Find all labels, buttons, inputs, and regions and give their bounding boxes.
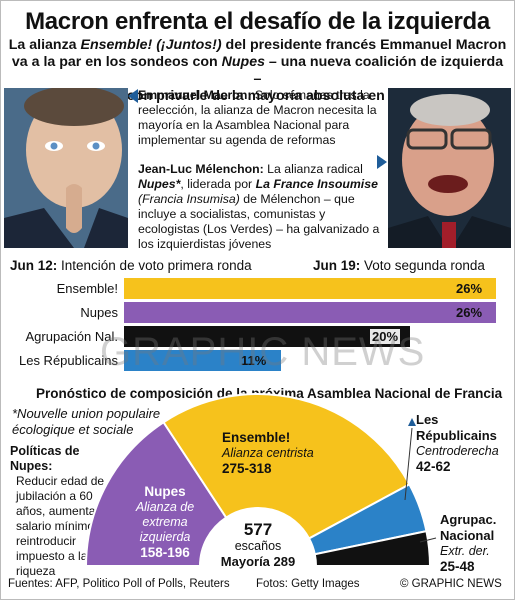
poll-bar (124, 278, 496, 299)
nupes-asterisk: Nupes* (138, 177, 181, 191)
policy-body: Reducir edad de jubilación a 60 años, au… (16, 474, 105, 578)
melenchon-text: La alianza radical (263, 162, 363, 176)
lfi-name: La France Insoumise (255, 177, 378, 191)
lr-pointer-icon (408, 418, 416, 426)
bar-value-label: 26% (456, 305, 483, 320)
hemicycle-segment (84, 420, 228, 567)
rn-range: 25-48 (440, 559, 475, 574)
subtitle-text: que amenaza con privarle de la mayoría a… (33, 88, 482, 104)
bar-category-label: Les Républicains (18, 353, 118, 368)
leader-line (404, 427, 413, 501)
jun12-text: Intención de voto primera ronda (57, 258, 252, 273)
policy-title: Políticas de Nupes: (10, 444, 80, 473)
bar-category-label: Nupes (80, 305, 118, 320)
nupes-name: Nupes (144, 484, 186, 499)
watermark: GRAPHIC NEWS (100, 330, 426, 374)
lfi-translation: (Francia Insumisa) (138, 192, 240, 206)
rn-name: Agrupac. Nacional (440, 512, 497, 543)
lr-name: Les Républicains (416, 412, 497, 443)
nupes-policies: Políticas de Nupes: Reducir edad de jubi… (10, 444, 110, 579)
jun12-date: Jun 12: (10, 258, 58, 273)
rn-label: Agrupac. Nacional Extr. der. 25-48 (440, 512, 512, 575)
leader-line (419, 537, 437, 543)
page-title: Macron enfrenta el desafío de la izquier… (25, 8, 490, 35)
macron-text: Solo semanas tras la reelección, la alia… (138, 88, 377, 147)
photo-credit: Fotos: Getty Images (256, 578, 360, 590)
hemicycle-segment (162, 393, 411, 540)
jun12-header: Jun 12: Intención de voto primera ronda (10, 258, 252, 273)
melenchon-name: Jean-Luc Mélenchon: (138, 162, 264, 176)
subtitle-ensemble: Ensemble! (¡Juntos!) (80, 37, 222, 53)
rn-desc: Extr. der. (440, 544, 490, 558)
jun19-header: Jun 19: Voto segunda ronda (313, 258, 485, 273)
hemicycle-segment (313, 529, 432, 567)
subtitle: La alianza Ensemble! (¡Juntos!) del pres… (6, 37, 509, 105)
poll-bar (124, 350, 281, 371)
subtitle-nupes: Nupes (221, 54, 265, 70)
melenchon-pointer-icon (377, 155, 387, 169)
macron-pointer-icon (128, 89, 138, 103)
ensemble-label: Ensemble! Alianza centrista 275-318 (222, 430, 352, 477)
bar-value-label: 20% (370, 329, 401, 344)
bar-value-label: 26% (456, 281, 483, 296)
subtitle-text: del presidente francés Emmanuel Macron (221, 37, 507, 53)
melenchon-photo (388, 88, 511, 248)
nupes-desc: Alianza de extrema izquierda (135, 500, 195, 544)
bio-block: Emmanuel Macron: Solo semanas tras la re… (138, 88, 383, 251)
bar-category-label: Ensemble! (56, 281, 118, 296)
poll-bar (124, 302, 496, 323)
total-seats-label: escaños (234, 539, 282, 553)
nupes-range: 158-196 (140, 545, 190, 560)
macron-photo (4, 88, 128, 248)
total-label: 577 escaños Mayoría 289 (208, 520, 308, 570)
nupes-footnote: *Nouvelle union populaire écologique et … (12, 406, 161, 437)
majority-label: Mayoría 289 (220, 554, 296, 569)
macron-name: Emmanuel Macron: (138, 88, 252, 102)
subtitle-text: – una nueva coalición de izquierda – (253, 54, 504, 87)
melenchon-text: de Mélenchon – que incluye a socialistas… (138, 192, 380, 251)
ensemble-desc: Alianza centrista (222, 446, 314, 460)
total-seats: 577 (243, 520, 273, 539)
melenchon-text: , liderada por (180, 177, 256, 191)
lr-label: Les Républicains Centroderecha 42-62 (416, 412, 512, 475)
ensemble-range: 275-318 (222, 461, 272, 476)
sources: Fuentes: AFP, Politico Poll of Polls, Re… (8, 578, 230, 590)
bar-value-label: 11% (241, 353, 267, 368)
subtitle-text: va a la par en los sondeos con (11, 54, 222, 70)
brand: © GRAPHIC NEWS (400, 578, 502, 590)
lr-desc: Centroderecha (416, 444, 499, 458)
jun19-date: Jun 19: (313, 258, 361, 273)
nupes-label: Nupes Alianza de extrema izquierda 158-1… (124, 484, 206, 561)
subtitle-text: La alianza (8, 37, 81, 53)
ensemble-name: Ensemble! (222, 430, 291, 445)
bar-category-label: Agrupación Nal. (25, 329, 119, 344)
jun19-text: Voto segunda ronda (360, 258, 485, 273)
poll-bar (124, 326, 410, 347)
lr-range: 42-62 (416, 459, 451, 474)
